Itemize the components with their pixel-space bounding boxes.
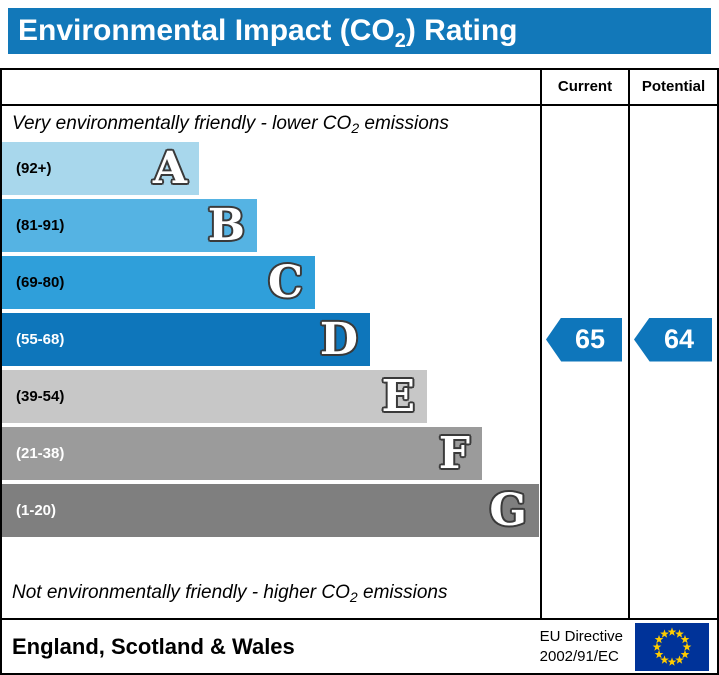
- band-letter: B: [207, 199, 245, 251]
- band-range-label: (39-54): [16, 388, 65, 405]
- band-letter: D: [319, 313, 358, 365]
- eu-flag-star: [667, 656, 677, 666]
- eu-flag-star: [667, 626, 677, 636]
- header-divider: [2, 104, 717, 106]
- eu-flag-star: [680, 649, 690, 658]
- eu-flag-star: [660, 654, 669, 664]
- band-range-label: (81-91): [16, 217, 65, 234]
- eu-flag-star: [660, 628, 669, 638]
- potential-rating-pointer: 64: [634, 317, 712, 362]
- band-letter: A: [152, 142, 187, 194]
- potential-rating-value: 64: [663, 324, 695, 354]
- rating-chart: Current Potential Very environmentally f…: [0, 68, 719, 620]
- band-f: (21-38) F: [2, 427, 482, 480]
- caption-top: Very environmentally friendly - lower CO…: [2, 106, 540, 142]
- band-letter: E: [381, 370, 415, 422]
- eu-directive-label: EU Directive 2002/91/EC: [540, 627, 623, 666]
- band-d: (55-68) D: [2, 313, 370, 366]
- band-range-label: (1-20): [16, 502, 57, 519]
- eu-flag-star: [675, 628, 684, 638]
- band-list: (92+) A (81-91) B (69-80) C (55-68) D (39-54) E (2…: [2, 142, 540, 537]
- caption-bottom-text: Not environmentally friendly - higher CO…: [12, 582, 448, 605]
- potential-column-header: Potential: [641, 78, 706, 95]
- band-letter: F: [438, 427, 470, 479]
- eu-flag-star: [652, 641, 662, 651]
- eu-directive-line1: EU Directive: [539, 628, 623, 645]
- band-e: (39-54) E: [2, 370, 427, 423]
- band-range-label: (69-80): [16, 274, 65, 291]
- potential-column-divider: [628, 70, 630, 618]
- eu-flag-star: [682, 641, 692, 651]
- caption-bottom: Not environmentally friendly - higher CO…: [2, 582, 448, 605]
- eu-directive-line2: 2002/91/EC: [539, 647, 619, 665]
- band-g: (1-20) G: [2, 484, 539, 537]
- rating-bands: Very environmentally friendly - lower CO…: [2, 106, 540, 541]
- current-rating-pointer: 65: [546, 317, 622, 362]
- current-column-divider: [540, 70, 542, 618]
- eu-flag-star: [654, 634, 664, 643]
- chart-title-bar: Environmental Impact (CO2) Rating: [8, 8, 711, 54]
- caption-top-text: Very environmentally friendly - lower CO…: [12, 113, 449, 136]
- eu-flag-star: [680, 634, 690, 643]
- footer: England, Scotland & Wales EU Directive 2…: [0, 620, 719, 675]
- eu-flag-icon: [635, 622, 709, 671]
- band-a: (92+) A: [2, 142, 199, 195]
- band-c: (69-80) C: [2, 256, 315, 309]
- band-letter: G: [489, 484, 527, 536]
- page-title: Environmental Impact (CO2) Rating: [18, 14, 518, 52]
- band-range-label: (92+): [16, 160, 52, 177]
- current-column-header: Current: [557, 78, 613, 95]
- eu-flag-star: [654, 649, 664, 658]
- eu-flag-star: [675, 654, 684, 664]
- region-label: England, Scotland & Wales: [12, 633, 295, 659]
- footer-right: EU Directive 2002/91/EC: [540, 622, 709, 671]
- current-rating-value: 65: [574, 324, 606, 354]
- band-range-label: (21-38): [16, 445, 65, 462]
- band-range-label: (55-68): [16, 331, 65, 348]
- band-letter: C: [267, 256, 303, 308]
- band-b: (81-91) B: [2, 199, 257, 252]
